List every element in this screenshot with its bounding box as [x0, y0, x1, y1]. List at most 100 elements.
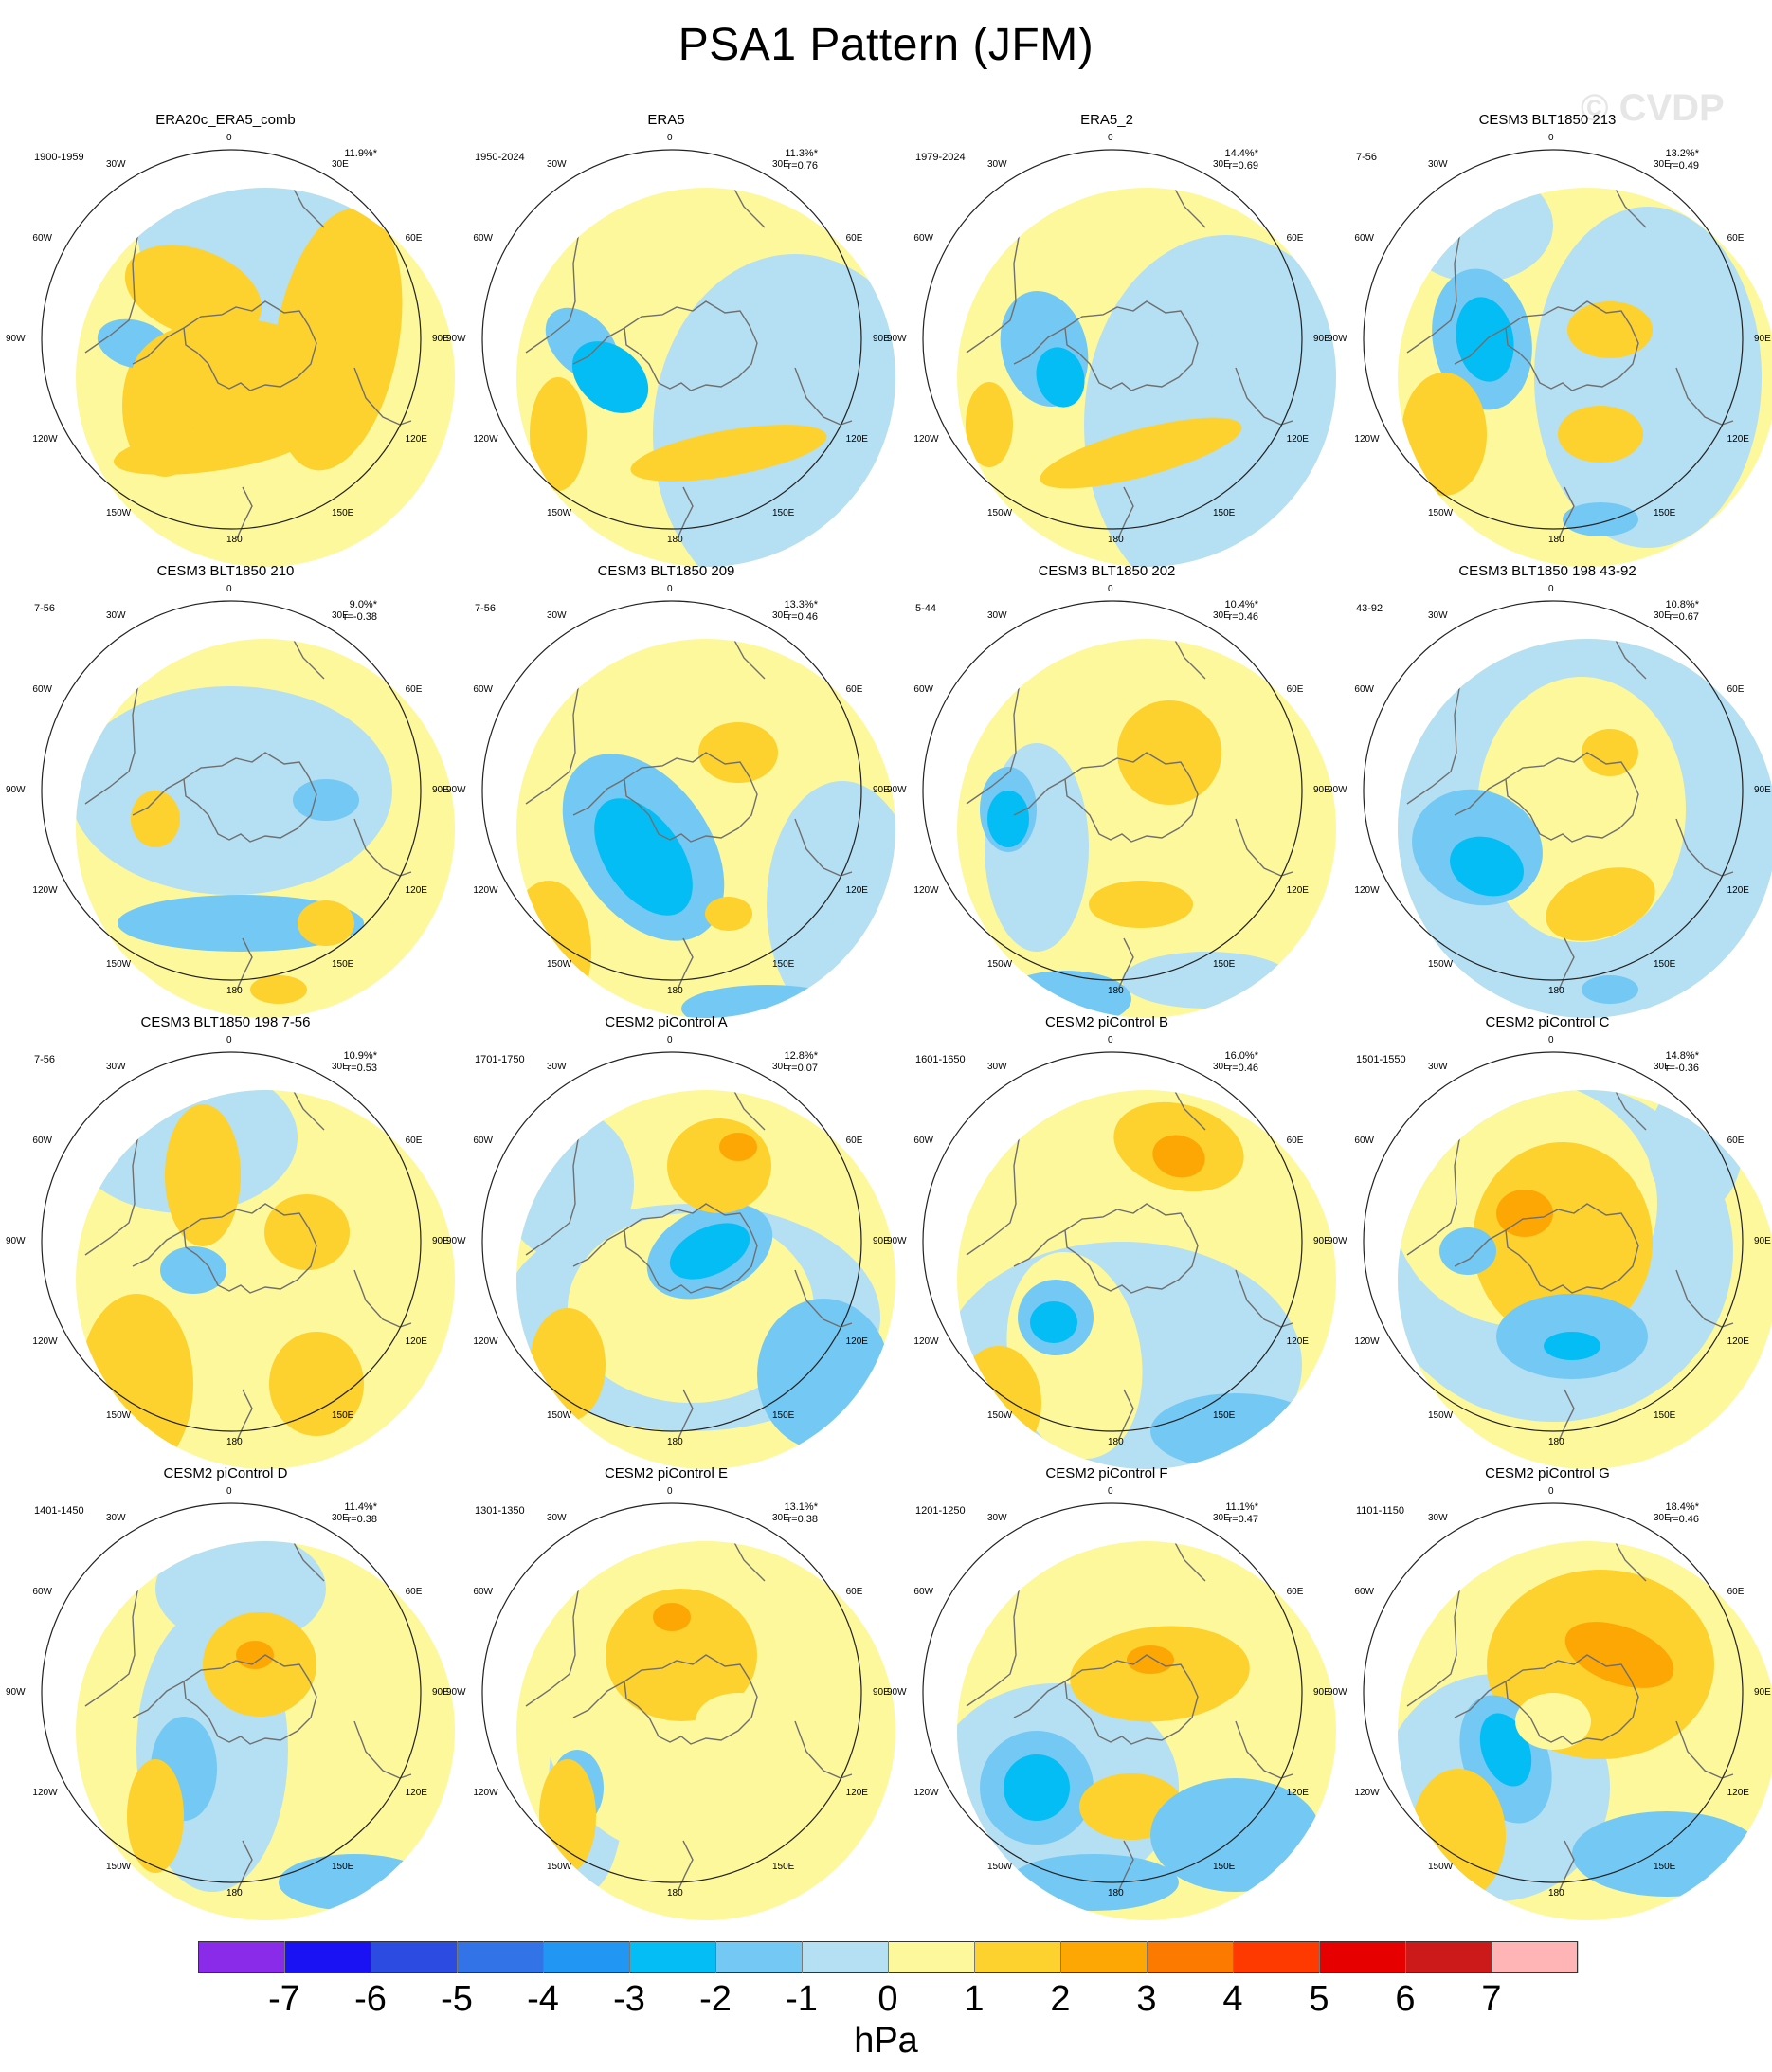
- longitude-label: 90E: [873, 334, 890, 344]
- panel-stats: 10.4%* r=0.46: [1225, 599, 1258, 624]
- coastline: [677, 486, 694, 539]
- antarctica-coastline: [1064, 1654, 1199, 1745]
- longitude-label: 150E: [1213, 1409, 1236, 1421]
- antarctica-coastline: [624, 752, 758, 843]
- longitude-label: 30W: [987, 610, 1007, 622]
- longitude-label: 90E: [1754, 1236, 1771, 1246]
- longitude-label: 150W: [547, 507, 572, 518]
- longitude-label: 60E: [405, 1587, 423, 1597]
- longitude-label: 150E: [1654, 958, 1676, 970]
- anomaly-contour: [1439, 1227, 1496, 1275]
- longitude-label: 180: [1108, 535, 1124, 545]
- panel-stats: 12.8%* r=0.07: [785, 1050, 818, 1075]
- variance-explained: 16.0%*: [1224, 1050, 1258, 1062]
- colorbar-segment: [371, 1941, 458, 1973]
- coastline: [1558, 1389, 1575, 1442]
- polar-map: [481, 1051, 895, 1469]
- variance-explained: 10.8%*: [1665, 599, 1699, 610]
- longitude-label: 180: [226, 1437, 243, 1447]
- map-boundary: [1363, 1051, 1744, 1432]
- longitude-label: 120E: [405, 1336, 427, 1347]
- longitude-label: 90W: [1328, 785, 1347, 795]
- longitude-label: 60E: [1286, 684, 1304, 695]
- anomaly-contour: [594, 798, 693, 916]
- polar-map: [481, 600, 895, 1018]
- longitude-label: 60E: [1286, 1136, 1304, 1146]
- map-boundary: [922, 149, 1303, 530]
- antarctica-coastline: [183, 1654, 317, 1745]
- longitude-label: 150W: [106, 958, 132, 970]
- longitude-label: 60W: [473, 684, 493, 695]
- anomaly-contour: [705, 897, 752, 931]
- coastline: [289, 1541, 325, 1582]
- variance-explained: 11.1%*: [1225, 1501, 1258, 1513]
- longitude-label: 120W: [32, 1336, 58, 1347]
- longitude-label: 30W: [547, 1513, 567, 1524]
- longitude-label: 60W: [1354, 684, 1374, 695]
- coastline: [1558, 1840, 1575, 1893]
- longitude-label: 30W: [106, 1513, 126, 1524]
- coastline: [1117, 1840, 1134, 1893]
- longitude-label: 90E: [873, 785, 890, 795]
- longitude-label: 150E: [772, 507, 795, 518]
- colorbar-divider: [1147, 1941, 1148, 1973]
- panel-period: 1950-2024: [475, 152, 525, 163]
- longitude-label: 60W: [32, 233, 52, 244]
- panel-period: 7-56: [34, 1054, 56, 1065]
- anomaly-contour: [696, 1693, 781, 1750]
- anomaly-contour: [1563, 502, 1638, 536]
- longitude-label: 120W: [473, 885, 498, 896]
- coastline: [1675, 367, 1734, 426]
- colorbar-divider: [1405, 1941, 1406, 1973]
- coastline: [1454, 327, 1507, 365]
- map-panel: 0 30E 60E 90E 120E 150E 180 150W 120W 90W 60W 30W CE…: [1328, 563, 1772, 1018]
- coastline: [572, 1681, 625, 1718]
- coastline: [353, 1269, 412, 1328]
- longitude-label: 60E: [1727, 1136, 1745, 1146]
- longitude-label: 30W: [106, 1062, 126, 1073]
- longitude-label: 30E: [1213, 610, 1230, 622]
- longitude-label: 0: [1548, 1035, 1554, 1045]
- longitude-label: 30W: [1428, 159, 1448, 171]
- longitude-label: 150W: [987, 507, 1013, 518]
- longitude-label: 30E: [772, 1062, 789, 1073]
- anomaly-contour: [667, 1118, 771, 1213]
- anomaly-contour: [1152, 1135, 1205, 1178]
- anomaly-contour: [1546, 867, 1655, 941]
- longitude-label: 60E: [845, 684, 863, 695]
- longitude-label: 120W: [913, 1788, 939, 1798]
- panel-title: ERA20c_ERA5_comb: [155, 112, 296, 128]
- longitude-label: 150E: [332, 1409, 354, 1421]
- coastline: [1611, 1090, 1647, 1131]
- anomaly-contour: [1401, 373, 1487, 496]
- anomaly-contour: [155, 1541, 326, 1645]
- longitude-label: 180: [1108, 1437, 1124, 1447]
- colorbar-tick-label: -1: [786, 1979, 818, 2019]
- longitude-label: 30E: [332, 1062, 349, 1073]
- anomaly-contour: [1456, 297, 1514, 382]
- map-boundary: [41, 149, 422, 530]
- colorbar-divider: [802, 1941, 803, 1973]
- longitude-label: 60W: [32, 684, 52, 695]
- longitude-label: 90W: [887, 1236, 907, 1246]
- longitude-label: 60E: [845, 1136, 863, 1146]
- anomaly-contour: [1036, 347, 1085, 408]
- longitude-label: 150W: [1428, 1861, 1454, 1872]
- longitude-label: 90E: [1313, 334, 1330, 344]
- anomaly-contour: [606, 1589, 757, 1721]
- map-boundary: [481, 1502, 862, 1883]
- anomaly-contour: [1450, 836, 1524, 897]
- anomaly-contour: [757, 1299, 890, 1450]
- colorbar-segment: [284, 1941, 371, 1973]
- coastline: [1454, 1229, 1507, 1267]
- colorbar-segment: [1060, 1941, 1148, 1973]
- colorbar-segment: [198, 1941, 285, 1973]
- antarctica-coastline: [1064, 300, 1199, 391]
- anomaly-contour: [1534, 207, 1762, 548]
- map-boundary: [41, 600, 422, 981]
- map-panel: 0 30E 60E 90E 120E 150E 180 150W 120W 90W 60W 30W CE…: [1328, 1465, 1772, 1920]
- longitude-label: 180: [667, 986, 683, 996]
- longitude-label: 30E: [1654, 610, 1671, 622]
- map-boundary: [922, 1051, 1303, 1432]
- panel-stats: 11.4%* r=0.38: [344, 1501, 377, 1526]
